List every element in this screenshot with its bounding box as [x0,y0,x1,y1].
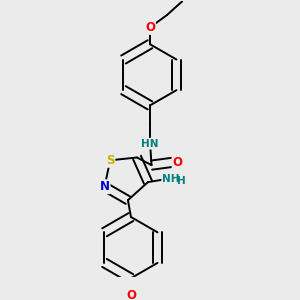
Text: O: O [145,21,155,34]
Text: HN: HN [141,139,159,149]
Text: O: O [172,156,182,169]
Text: NH: NH [162,174,180,184]
Text: O: O [126,289,136,300]
Text: H: H [177,176,186,186]
Text: S: S [106,154,114,167]
Text: N: N [100,180,110,193]
